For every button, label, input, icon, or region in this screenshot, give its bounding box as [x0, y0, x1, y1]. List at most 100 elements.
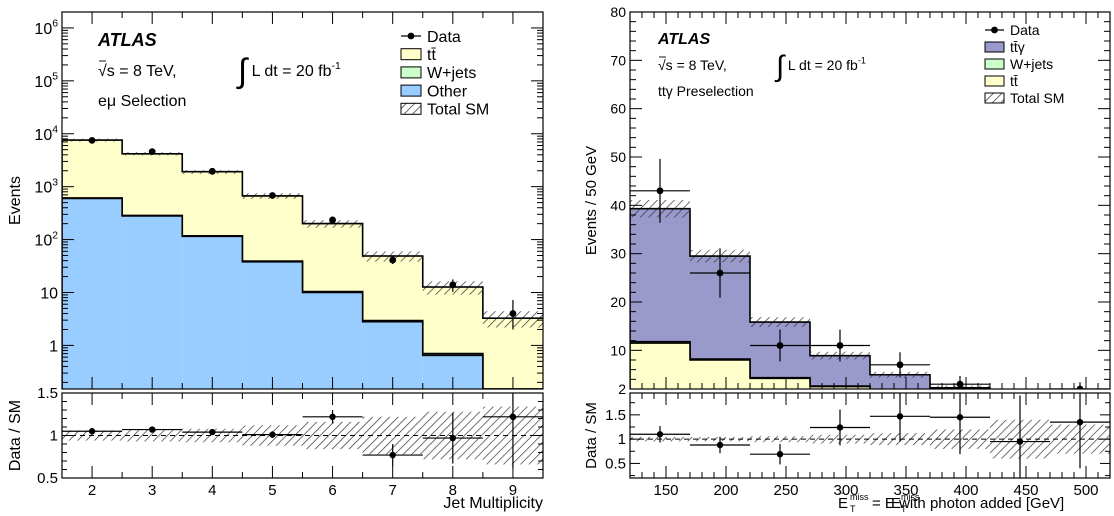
x-tick-label: 4 [208, 482, 216, 499]
jet-multiplicity-chart: 1 10 102 103 104 105 106 Events 2 3 4 5 6 7 8 9 0.5 1 1.5 D… [7, 11, 544, 512]
ratio-point [776, 451, 784, 458]
legend-label: W+jets [1010, 56, 1053, 72]
data-point [269, 192, 276, 199]
luminosity-label: L dt = 20 fb-1 [252, 61, 341, 80]
data-point [389, 256, 397, 264]
stack-bar-other [182, 236, 243, 389]
data-point [88, 136, 96, 144]
x-tick-label: 300 [833, 482, 858, 499]
ratio-y-axis-label: Data / SM [7, 400, 24, 471]
y-tick-label: 1 [49, 338, 58, 355]
x-tick-label: 500 [1073, 482, 1098, 499]
x-tick-label: 3 [148, 482, 156, 499]
y-tick-label: 105 [34, 72, 58, 91]
y-axis: 2 10 20 30 40 50 60 70 80 [610, 4, 1110, 397]
legend-entry: Total SM [984, 90, 1064, 106]
y-tick-label: 70 [610, 52, 626, 68]
atlas-label-block: ATLAS √s = 8 TeV, ∫ L dt = 20 fb-1 eμ Select… [97, 30, 341, 110]
integral-sign: ∫ [774, 50, 786, 83]
legend-label: Total SM [427, 102, 489, 119]
x-label-sub: T [901, 504, 907, 514]
y-tick-label: 40 [610, 197, 626, 213]
x-axis: 150 200 250 300 350 400 450 500 [629, 12, 1111, 499]
stack-bar-other [242, 261, 303, 389]
stack-bar-tt [690, 360, 750, 389]
y-tick-label: 104 [34, 125, 58, 144]
ratio-point [449, 434, 457, 442]
atlas-label: ATLAS [657, 31, 710, 48]
y-tick-label: 103 [34, 177, 58, 196]
main-plot [630, 158, 1110, 391]
legend-swatch [400, 102, 422, 115]
data-point [1076, 385, 1084, 389]
x-tick-label: 2 [88, 482, 96, 499]
x-tick-label: 7 [389, 482, 397, 499]
legend-label: tt̄γ [1010, 39, 1025, 55]
legend-label: Other [427, 83, 468, 100]
data-point [836, 342, 844, 349]
legend-entry: tt̄ [400, 47, 436, 64]
ratio-y-axis-label: Data / SM [583, 402, 600, 469]
legend-swatch [400, 48, 422, 61]
ratio-y-tick-label: 1.5 [605, 407, 626, 424]
x-tick-label: 9 [509, 482, 517, 499]
stack-outline [630, 342, 871, 389]
legend-entry: Data [401, 29, 461, 46]
legend-swatch [984, 58, 1005, 70]
y-tick-label: 10 [610, 342, 626, 358]
data-point [329, 216, 336, 224]
legend-entry: Other [400, 83, 468, 100]
x-tick-label: 350 [893, 482, 918, 499]
legend-entry: Data [985, 22, 1040, 38]
stack-bar-tt [870, 374, 930, 389]
y-axis-label: Events [7, 176, 24, 225]
x-label-sub: T [850, 504, 856, 514]
data-point [716, 269, 724, 277]
main-plot [62, 136, 543, 389]
x-tick-label: 400 [953, 482, 978, 499]
energy-label: √s = 8 TeV, [98, 63, 177, 80]
legend-label: W+jets [427, 65, 476, 82]
legend-swatch [984, 92, 1005, 104]
data-point [896, 361, 904, 369]
legend-entry: W+jets [984, 56, 1053, 72]
legend-swatch [984, 75, 1005, 87]
x-label-symbol: E [891, 495, 901, 512]
y-tick-label: 10 [40, 285, 58, 302]
legend-entry: Total SM [400, 102, 489, 119]
y-axis-label: Events / 50 GeV [583, 146, 600, 255]
data-point [776, 342, 784, 349]
x-label-tilde: ~ [839, 488, 844, 498]
x-label-sup: miss [850, 492, 869, 502]
y-tick-label: 30 [610, 246, 626, 262]
ratio-point [716, 441, 724, 449]
legend-entry: tt̄γ [984, 39, 1025, 55]
ratio-point [956, 414, 964, 421]
y-tick-label: 80 [610, 4, 626, 20]
stack-bar-tt [750, 378, 810, 389]
legend-label: Data [1010, 22, 1040, 38]
data-point [956, 380, 964, 388]
x-tick-label: 8 [449, 482, 457, 499]
energy-label: √s = 8 TeV, [658, 57, 727, 73]
atlas-label: ATLAS [97, 30, 157, 50]
ratio-point [269, 431, 276, 438]
x-tick-label: 450 [1013, 482, 1038, 499]
sm-uncertainty-band [1050, 390, 1110, 391]
legend-swatch [984, 41, 1005, 53]
legend-label: tt̄ [1010, 73, 1018, 89]
integral-sign: ∫ [236, 53, 249, 90]
ratio-point [88, 428, 96, 435]
y-axis: 1 10 102 103 104 105 106 [34, 11, 543, 383]
legend-entry: W+jets [400, 65, 476, 82]
x-tick-label: 200 [713, 482, 738, 499]
ratio-y-tick-label: 1 [50, 428, 58, 445]
x-tick-label: 150 [653, 482, 678, 499]
data-point [148, 148, 156, 155]
y-tick-label: 102 [34, 230, 58, 249]
stack-bar-other [122, 215, 183, 389]
stack-bar-other [302, 292, 363, 389]
